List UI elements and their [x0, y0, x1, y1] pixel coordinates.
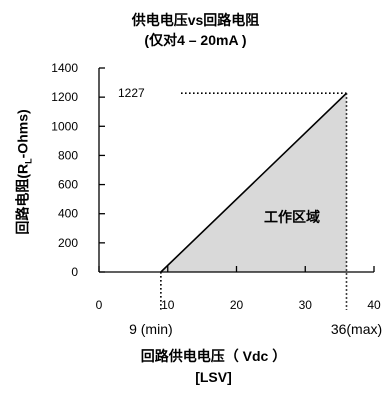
x-tick-label: 40	[367, 298, 381, 312]
y-tick-label: 400	[58, 207, 78, 221]
y-tick-label: 800	[58, 148, 78, 162]
region-label: 工作区域	[264, 209, 320, 225]
chart-subtitle: (仅对4 – 20mA )	[144, 32, 247, 48]
x-axis-title: 回路供电电压（ Vdc ）	[140, 348, 287, 364]
max-load-line	[160, 92, 348, 273]
x-tick-label: 30	[299, 298, 313, 312]
annotation-max: 36(max)	[331, 321, 382, 337]
chart-title: 供电电压vs回路电阻	[131, 12, 260, 28]
y-tick-label: 200	[58, 236, 78, 250]
y-tick-label: 1400	[51, 61, 78, 75]
y-tick-label: 600	[58, 178, 78, 192]
x-tick-label: 10	[161, 298, 175, 312]
y-tick-label: 1200	[51, 90, 78, 104]
annotation-min: 9 (min)	[129, 321, 173, 337]
annotation-1227: 1227	[118, 86, 145, 100]
x-tick-label: 0	[96, 298, 103, 312]
y-tick-label: 1000	[51, 119, 78, 133]
y-tick-label: 0	[71, 265, 78, 279]
x-axis-title-unit: [LSV]	[195, 369, 232, 385]
x-tick-label: 20	[230, 298, 244, 312]
